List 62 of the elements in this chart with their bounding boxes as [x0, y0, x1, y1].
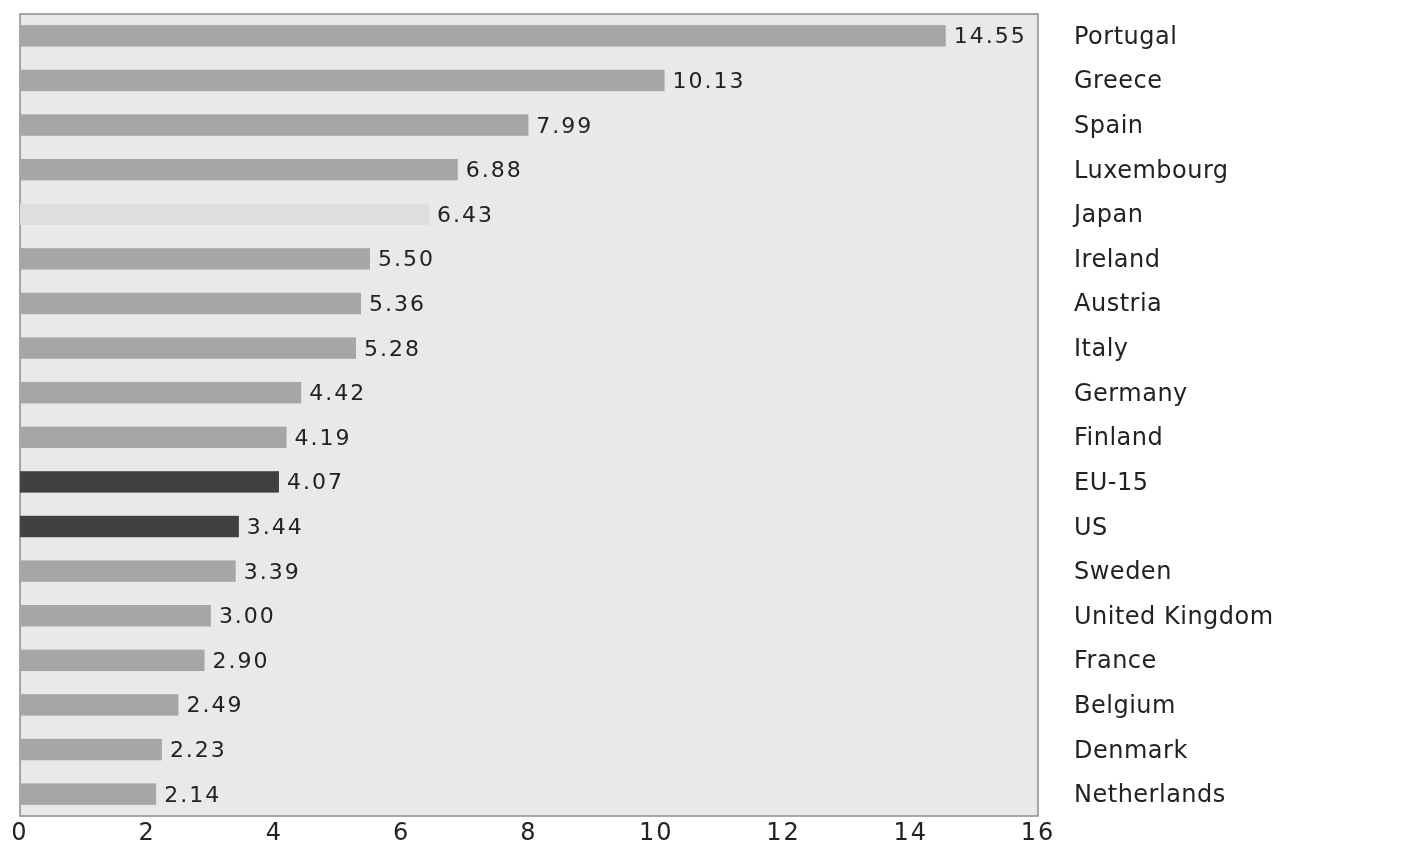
y-tick-label: Austria — [1074, 289, 1163, 318]
data-label: 5.28 — [363, 335, 421, 361]
bar — [20, 158, 458, 181]
y-tick-label: Finland — [1074, 423, 1164, 452]
x-tick-label: 14 — [893, 818, 929, 846]
y-tick-label: EU-15 — [1074, 467, 1149, 496]
bar — [20, 114, 529, 136]
x-tick-label: 0 — [11, 818, 29, 846]
data-label: 10.13 — [672, 67, 746, 93]
bar — [20, 248, 370, 270]
y-tick-label: Spain — [1074, 111, 1144, 140]
data-label: 6.43 — [437, 201, 495, 227]
bar — [20, 337, 356, 359]
y-tick-label: Luxembourg — [1074, 155, 1229, 184]
data-label: 6.88 — [465, 157, 523, 183]
y-tick-label: Germany — [1074, 378, 1188, 407]
bar — [20, 292, 362, 315]
x-tick-label: 16 — [1020, 818, 1056, 846]
data-label: 2.23 — [169, 737, 227, 763]
y-tick-label: Belgium — [1074, 690, 1176, 719]
x-tick-label: 6 — [393, 818, 411, 846]
bar — [20, 783, 157, 805]
x-tick-label: 4 — [265, 818, 284, 846]
bar — [20, 738, 162, 761]
data-label: 2.49 — [186, 692, 244, 718]
data-label: 4.42 — [309, 380, 367, 406]
data-label: 5.36 — [369, 290, 427, 316]
data-label: 4.19 — [294, 424, 352, 450]
y-tick-label: United Kingdom — [1074, 601, 1274, 630]
bar — [20, 605, 211, 627]
bar — [20, 25, 946, 47]
data-label: 7.99 — [536, 112, 594, 138]
data-label: 2.90 — [212, 647, 270, 673]
y-tick-label: Ireland — [1074, 244, 1161, 273]
y-tick-label: Portugal — [1074, 21, 1178, 50]
bar — [20, 649, 205, 672]
data-label: 3.00 — [218, 603, 276, 629]
bar — [20, 471, 279, 493]
data-label: 3.44 — [246, 514, 304, 540]
data-label: 3.39 — [243, 558, 301, 584]
bar — [20, 381, 302, 404]
x-tick-label: 2 — [138, 818, 156, 846]
bar — [20, 694, 179, 716]
y-tick-label: Netherlands — [1074, 780, 1226, 809]
data-label: 4.07 — [286, 469, 344, 495]
bar — [20, 426, 287, 449]
data-label: 14.55 — [953, 23, 1027, 49]
y-tick-label: Sweden — [1074, 557, 1172, 586]
y-tick-label: Greece — [1074, 66, 1163, 95]
data-label: 5.50 — [377, 246, 435, 272]
bar — [20, 560, 236, 582]
x-tick-label: 8 — [520, 818, 538, 846]
bar — [20, 515, 239, 538]
y-tick-label: Italy — [1074, 334, 1129, 363]
data-label: 2.14 — [164, 781, 222, 807]
y-tick-label: Japan — [1072, 200, 1144, 229]
bar — [20, 69, 665, 92]
x-tick-label: 10 — [638, 818, 674, 846]
y-tick-label: Denmark — [1074, 735, 1188, 764]
y-tick-label: US — [1074, 512, 1108, 541]
x-tick-label: 12 — [766, 818, 801, 846]
y-tick-label: France — [1074, 646, 1157, 675]
